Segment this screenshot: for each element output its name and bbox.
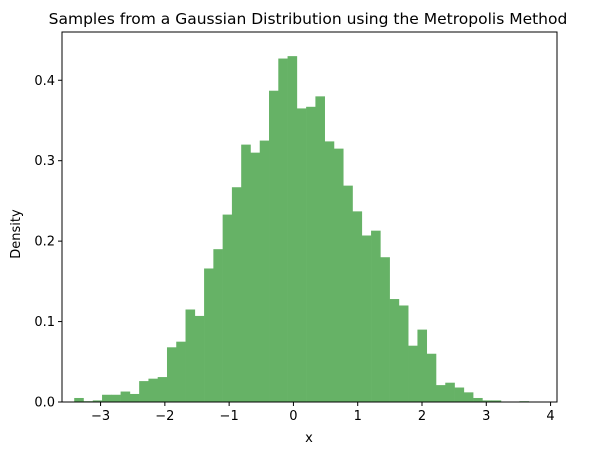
histogram-bar — [185, 309, 196, 402]
y-tick-label: 0.0 — [34, 396, 55, 411]
histogram-bar — [426, 353, 437, 402]
axes-spines — [61, 31, 558, 403]
x-tick-label: 4 — [546, 409, 554, 424]
x-tick-label: 3 — [482, 409, 490, 424]
histogram-bar — [463, 392, 474, 402]
histogram-bar — [371, 230, 381, 402]
histogram-bar — [231, 187, 242, 402]
histogram-bar — [148, 378, 159, 402]
histogram-bar — [361, 235, 372, 402]
histogram-bar — [473, 397, 483, 402]
x-tick-label: 0 — [289, 409, 297, 424]
histogram-bar — [222, 214, 233, 402]
x-tick-label: −3 — [91, 409, 110, 424]
x-tick-label: 2 — [418, 409, 426, 424]
y-tick-label: 0.1 — [34, 315, 55, 330]
histogram-bar — [111, 394, 121, 402]
histogram-bar — [129, 393, 140, 402]
histogram-bar — [287, 56, 298, 402]
x-axis-label: x — [305, 431, 313, 446]
histogram-bar — [269, 90, 279, 402]
y-tick-label: 0.2 — [34, 235, 55, 250]
histogram-bar — [482, 400, 492, 402]
histogram-bar — [278, 58, 288, 402]
histogram-bar — [343, 185, 353, 402]
x-tick-label: −2 — [155, 409, 174, 424]
histogram-bar — [324, 141, 335, 402]
histogram-bar — [389, 299, 400, 402]
histogram-bar — [176, 341, 186, 402]
y-tick-label: 0.4 — [34, 74, 55, 89]
histogram-bar — [139, 381, 149, 402]
histogram-bar — [166, 347, 177, 402]
histogram-bar — [454, 387, 465, 402]
histogram-bar — [408, 345, 418, 402]
histogram-bar — [306, 106, 316, 403]
histogram-bar — [213, 249, 223, 402]
histogram-bar — [120, 391, 131, 402]
histogram-bar — [194, 315, 205, 402]
y-axis-ticks: 0.0 0.1 0.2 0.3 0.4 — [34, 74, 62, 411]
histogram-bar — [398, 305, 409, 402]
histogram-bar — [491, 400, 502, 402]
histogram-bar — [102, 394, 112, 402]
histogram-bar — [296, 108, 307, 402]
histogram-bar — [417, 329, 428, 402]
x-tick-label: 1 — [354, 409, 362, 424]
histogram-bar — [250, 152, 261, 402]
histogram-bar — [315, 96, 325, 402]
y-tick-label: 0.3 — [34, 154, 55, 169]
histogram-bar — [204, 268, 214, 402]
histogram-bars — [74, 56, 530, 403]
histogram-bar — [352, 211, 363, 402]
histogram-bar — [74, 397, 84, 402]
histogram-bar — [92, 400, 103, 402]
histogram-bar — [436, 385, 446, 402]
y-axis-label: Density — [9, 209, 24, 259]
histogram-bar — [259, 140, 270, 402]
histogram-bar — [333, 148, 344, 402]
histogram-bar — [157, 377, 168, 402]
histogram-bar — [445, 382, 455, 402]
histogram-bar — [241, 144, 251, 403]
histogram-bar — [380, 257, 390, 402]
x-axis-ticks: −3 −2 −1 0 1 2 3 4 — [91, 402, 555, 424]
x-tick-label: −1 — [220, 409, 239, 424]
chart-title: Samples from a Gaussian Distribution usi… — [49, 10, 568, 28]
plot-frame — [61, 31, 558, 403]
